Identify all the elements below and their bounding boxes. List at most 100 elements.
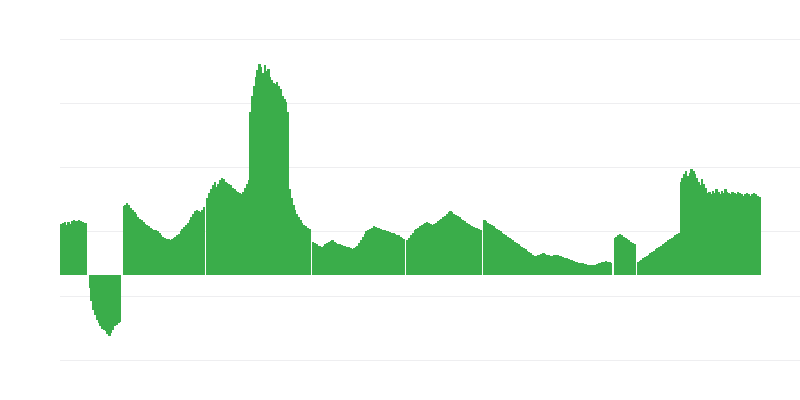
bar [545, 254, 549, 275]
bar [472, 227, 475, 275]
bar [620, 235, 624, 275]
bar [176, 235, 179, 275]
bar [520, 246, 524, 275]
bar [506, 236, 509, 275]
bar [83, 222, 86, 275]
bar [154, 230, 158, 275]
bar [222, 179, 225, 275]
bar [418, 226, 422, 275]
bar [385, 230, 388, 275]
bar [360, 239, 363, 275]
bar [390, 232, 393, 275]
bar [570, 260, 574, 275]
bar [411, 232, 415, 275]
bar [343, 246, 347, 275]
bar [483, 219, 486, 275]
bar [331, 240, 334, 275]
bar [104, 275, 108, 332]
bar [174, 236, 177, 275]
bar [601, 262, 604, 275]
bar [70, 221, 74, 275]
bar [552, 255, 556, 275]
bar [576, 262, 579, 275]
bar [256, 70, 259, 275]
bar [717, 191, 720, 275]
bar [710, 194, 713, 275]
bar [140, 219, 143, 275]
bar [738, 193, 741, 275]
bar [745, 193, 749, 275]
bar [556, 255, 559, 275]
bar [535, 255, 538, 275]
bar [426, 221, 429, 275]
bar [581, 263, 584, 275]
bar [249, 111, 252, 275]
bar [467, 223, 470, 275]
bar [115, 275, 118, 325]
bar [636, 262, 640, 275]
bar [61, 223, 65, 275]
bar [695, 177, 699, 275]
bar [465, 222, 468, 275]
bar [602, 261, 606, 275]
bar [486, 222, 490, 275]
bar [147, 226, 150, 275]
bar [754, 194, 758, 275]
bar [508, 237, 511, 275]
bar [543, 253, 547, 275]
bar [645, 255, 649, 275]
bar [320, 246, 324, 275]
bar [538, 254, 541, 275]
bar [488, 223, 491, 275]
bar [656, 248, 659, 275]
bar [197, 211, 200, 275]
bar [211, 185, 215, 275]
bar [231, 187, 234, 275]
bar [352, 248, 356, 275]
bar [386, 231, 390, 275]
bar [729, 194, 733, 275]
bar [733, 193, 736, 275]
bar [474, 227, 477, 275]
bar [736, 191, 740, 275]
bar [468, 225, 472, 275]
bar [143, 223, 147, 275]
bar [108, 275, 111, 336]
bar [497, 230, 500, 275]
bar [613, 237, 616, 275]
gridline-5 [60, 360, 800, 361]
bar [722, 193, 725, 275]
bar [308, 228, 311, 275]
bar [67, 221, 70, 275]
bar [117, 275, 120, 323]
bar [511, 240, 515, 275]
bar [129, 207, 133, 275]
bar [622, 236, 625, 275]
bar [135, 214, 138, 275]
bar [242, 191, 245, 275]
bar [515, 243, 518, 275]
bar [536, 255, 540, 275]
bar [111, 275, 115, 331]
bar [138, 218, 141, 275]
bar [324, 244, 327, 275]
bar [347, 247, 350, 275]
bar [590, 265, 593, 275]
bar [218, 180, 222, 275]
bar [226, 182, 229, 275]
bar [351, 248, 354, 275]
bar [336, 243, 340, 275]
bar [510, 239, 513, 275]
bar [522, 248, 525, 275]
bar [660, 245, 663, 275]
bar [654, 249, 658, 275]
bar [293, 209, 297, 275]
bar [193, 211, 197, 275]
bar [65, 225, 68, 275]
bar [265, 71, 268, 275]
bar [127, 205, 131, 275]
bar [701, 179, 704, 275]
bar [72, 219, 75, 275]
bar [133, 211, 136, 275]
bar [113, 275, 116, 327]
